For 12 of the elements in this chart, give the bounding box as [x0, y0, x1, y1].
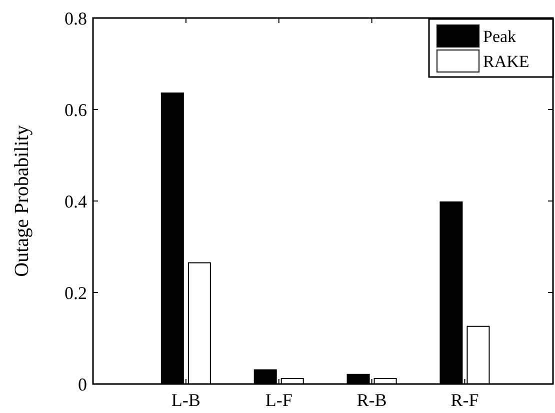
x-tick-label: L-F: [265, 390, 292, 410]
y-axis-title: Outage Probability: [11, 125, 33, 277]
y-tick-label: 0.8: [64, 8, 87, 28]
x-tick-label: R-F: [450, 390, 479, 410]
legend-label: RAKE: [483, 52, 530, 71]
x-tick-label: L-B: [171, 390, 200, 410]
x-tick-label: R-B: [356, 390, 387, 410]
y-tick-label: 0: [78, 374, 87, 394]
legend-label: Peak: [483, 26, 517, 46]
y-tick-label: 0.6: [64, 100, 87, 120]
y-tick-label: 0.2: [64, 282, 87, 303]
y-tick-label: 0.4: [64, 191, 87, 212]
